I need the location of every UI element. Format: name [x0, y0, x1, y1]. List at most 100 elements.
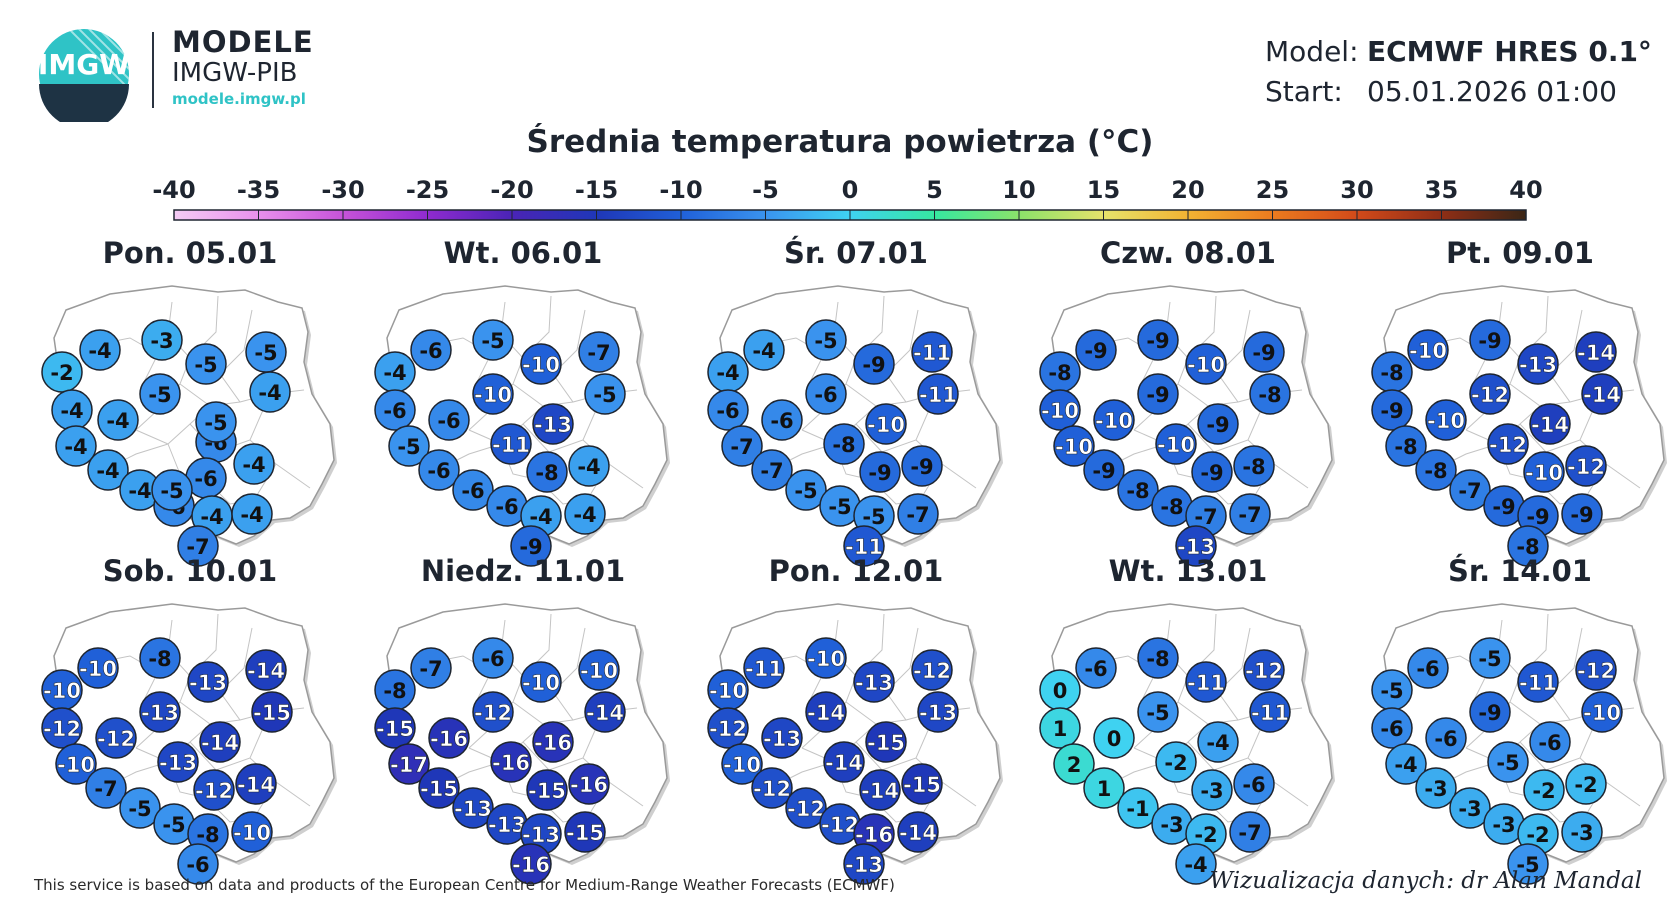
temperature-value: -10 [1041, 399, 1079, 423]
temperature-bubble [231, 811, 273, 853]
temperature-bubble [510, 525, 552, 567]
temperature-bubble [418, 767, 460, 809]
temperature-value: -8 [383, 679, 406, 703]
model-value: ECMWF HRES 0.1° [1367, 35, 1652, 68]
temperature-value: -14 [247, 659, 285, 683]
temperature-value: -9 [519, 535, 542, 559]
brand-url[interactable]: modele.imgw.pl [172, 90, 306, 108]
temperature-marker: -6 [486, 485, 528, 527]
temperature-value: -8 [1516, 535, 1539, 559]
temperature-bubble [1155, 741, 1197, 783]
temperature-marker: -5 [805, 319, 847, 361]
scale-tick-label: -10 [659, 176, 702, 204]
temperature-marker: -12 [1469, 373, 1511, 415]
temperature-value: -10 [1095, 409, 1133, 433]
temperature-value: -3 [1570, 821, 1593, 845]
temperature-value: -5 [828, 495, 851, 519]
temperature-marker: -17 [388, 743, 430, 785]
scale-tick-label: 10 [1002, 176, 1035, 204]
temperature-marker: -4 [743, 329, 785, 371]
temperature-bubble [199, 721, 241, 763]
temperature-bubble [139, 637, 181, 679]
temperature-bubble [1083, 449, 1125, 491]
temperature-value: -11 [1187, 671, 1225, 695]
temperature-value: -13 [1519, 353, 1557, 377]
temperature-value: -4 [60, 399, 83, 423]
temperature-marker: -15 [374, 707, 416, 749]
temperature-marker: -8 [1117, 469, 1159, 511]
map-title: Średnia temperatura powietrza (°C) [526, 124, 1154, 160]
temperature-value: -5 [593, 383, 616, 407]
temperature-marker: -14 [199, 721, 241, 763]
temperature-value: -5 [148, 383, 171, 407]
temperature-value: -9 [910, 455, 933, 479]
temperature-bubble [897, 493, 939, 535]
temperature-bubble [41, 707, 83, 749]
temperature-bubble [1371, 707, 1413, 749]
temperature-marker: -6 [428, 399, 470, 441]
temperature-value: -15 [420, 777, 458, 801]
temperature-marker: -13 [761, 717, 803, 759]
temperature-value: -13 [141, 701, 179, 725]
temperature-bubble [911, 649, 953, 691]
temperature-marker: -4 [55, 425, 97, 467]
forecast-panel: Wt. 13.01 0 -6 -8 -11 -12 1 0 -5 -11 2 -2 -4 1 -3 -6 -1-… [1038, 550, 1338, 885]
forecast-panels: Pon. 05.01 -2 -4 -3 -5 -5 -4 -4 -4 -5 -4 -6 -5 -4 -4 -6… [0, 232, 1680, 885]
temperature-marker: -16 [510, 843, 552, 885]
temperature-bubble [1185, 661, 1227, 703]
temperature-value: -5 [204, 411, 227, 435]
temperature-value: -10 [1187, 353, 1225, 377]
temperature-bubble [1093, 399, 1135, 441]
temperature-value: -4 [258, 381, 281, 405]
temperature-marker: -11 [1185, 661, 1227, 703]
temperature-value: -10 [709, 679, 747, 703]
temperature-bubble [1053, 743, 1095, 785]
temperature-value: -15 [566, 821, 604, 845]
temperature-marker: -13 [843, 843, 885, 885]
temperature-marker: -8 [823, 423, 865, 465]
temperature-value: 1 [1097, 777, 1112, 801]
temperature-value: -7 [94, 777, 117, 801]
temperature-marker: 1 [1083, 767, 1125, 809]
temperature-value: -12 [97, 727, 135, 751]
brand-block: MODELE IMGW-PIB modele.imgw.pl [172, 26, 314, 110]
temperature-value: -8 [1146, 647, 1169, 671]
temperature-bubble [901, 763, 943, 805]
temperature-marker: -9 [1483, 485, 1525, 527]
temperature-marker: -10 [1053, 425, 1095, 467]
temperature-bubble [1191, 451, 1233, 493]
temperature-value: -6 [437, 409, 460, 433]
temperature-marker: -1 [1117, 787, 1159, 829]
temperature-marker: -11 [843, 525, 885, 567]
temperature-marker: -10 [231, 811, 273, 853]
temperature-marker: -3 [1415, 767, 1457, 809]
temperature-bubble [472, 637, 514, 679]
temperature-marker: -6 [1371, 707, 1413, 749]
temperature-value: -7 [760, 459, 783, 483]
temperature-bubble [901, 445, 943, 487]
temperature-marker: -3 [1449, 787, 1491, 829]
temperature-bubble [1575, 331, 1617, 373]
temperature-bubble [1469, 319, 1511, 361]
temperature-value: -10 [807, 647, 845, 671]
temperature-bubble [490, 741, 532, 783]
temperature-marker: -12 [751, 767, 793, 809]
temperature-bubble [859, 769, 901, 811]
temperature-value: -5 [1478, 647, 1501, 671]
poland-map: -4-4 -5-9 -11-6 -6-6 -11-7 -8-10-7 -9 -9-5-5 -5-… [707, 285, 1003, 567]
panel-date-title: Pt. 09.01 [1446, 236, 1594, 270]
temperature-marker: -9 [1469, 319, 1511, 361]
temperature-value: -13 [522, 823, 560, 847]
temperature-value: -13 [488, 813, 526, 837]
scale-tick-label: 35 [1425, 176, 1458, 204]
temperature-value: -9 [1146, 383, 1169, 407]
temperature-value: -14 [1531, 413, 1569, 437]
temperature-marker: -9 [1371, 389, 1413, 431]
temperature-bubble [568, 445, 610, 487]
temperature-marker: -4 [707, 351, 749, 393]
region-border [522, 393, 604, 453]
temperature-value: -8 [535, 461, 558, 485]
temperature-marker: -13 [532, 403, 574, 445]
temperature-marker: -7 [1229, 493, 1271, 535]
temperature-bubble [249, 371, 291, 413]
